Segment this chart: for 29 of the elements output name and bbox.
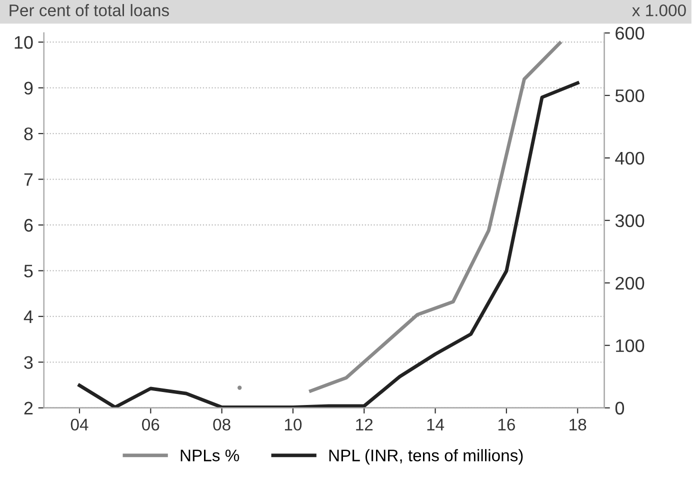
x-tick-label: 06 [142,418,160,431]
y2-tick-label: 400 [615,152,644,165]
x-tick-label: 14 [427,418,444,430]
y2-tick-label: 600 [616,26,644,40]
y2-tick-label: 100 [616,339,644,352]
y2-tick-label: 200 [616,276,644,290]
y-tick-label: 3 [24,356,33,369]
y-axis-title: Per cent of total loans [10,4,169,16]
x-tick-label: 04 [70,418,88,431]
x-tick-label: 10 [284,418,302,431]
y-tick-label: 8 [24,127,33,140]
y2-axis-title: x 1.000 [632,4,686,16]
y2-tick-label: 500 [615,89,644,102]
y-tick-label: 5 [24,264,33,278]
y-tick-label: 6 [24,218,33,232]
x-tick-label: 08 [213,418,230,431]
x-tick-label: 12 [356,418,373,430]
x-tick-label: 16 [498,418,515,431]
y2-tick-label: 300 [615,214,644,228]
y2-tick-label: 0 [615,402,624,415]
line-series [78,81,580,408]
legend-label: NPLs % [180,450,240,462]
y-tick-label: 2 [24,402,33,414]
y-tick-label: 7 [24,173,33,186]
x-tick-label: 18 [570,418,586,431]
y-tick-label: 4 [24,310,33,323]
y-tick-label: 10 [14,36,33,49]
y-tick-label: 9 [24,82,33,95]
legend-label: NPL (INR, tens of millions) [329,449,523,465]
